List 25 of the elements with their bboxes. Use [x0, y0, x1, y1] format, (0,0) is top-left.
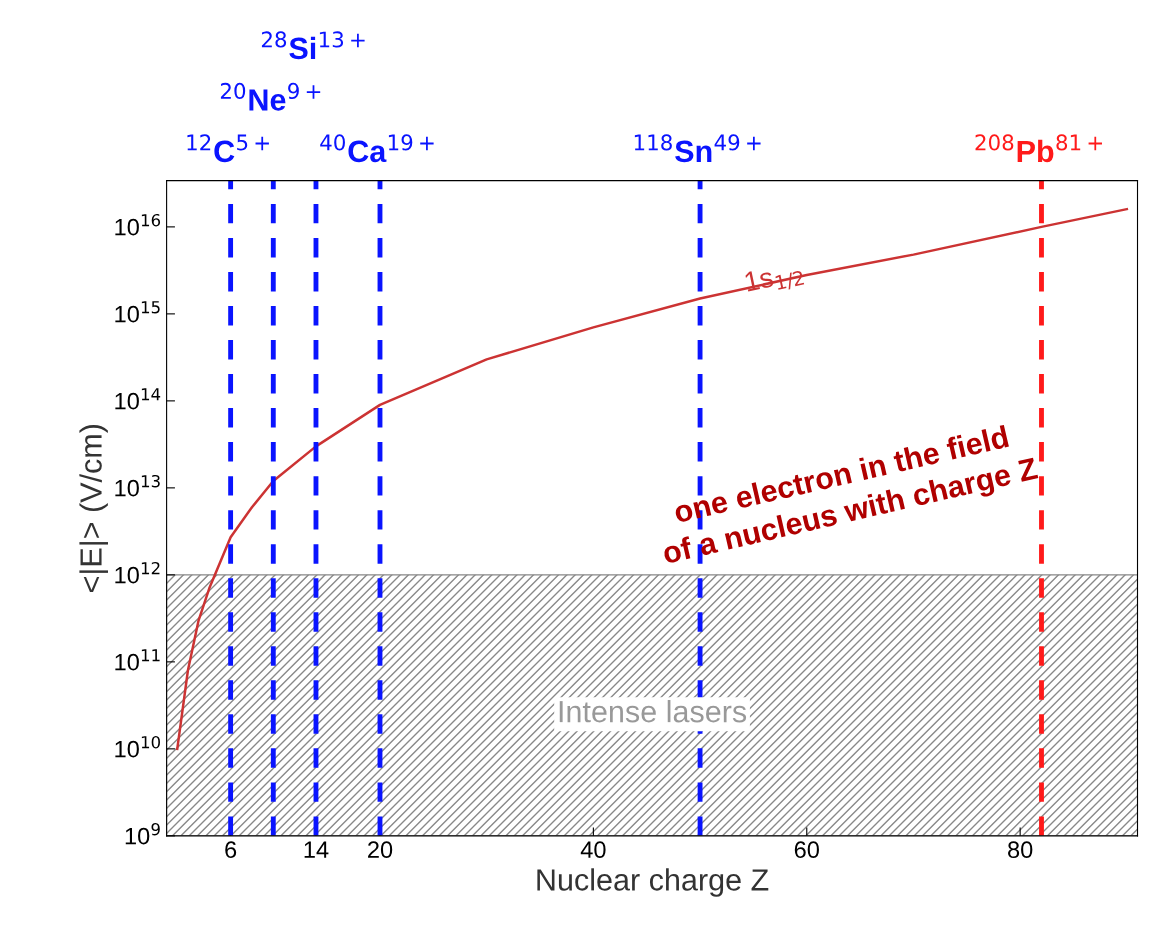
y-tick-label: 10$^{14}$: [115, 388, 161, 410]
y-axis-title: <|E|> (V/cm): [79, 424, 109, 592]
y-tick-label: 10$^{16}$: [115, 213, 161, 236]
y-tick-label: 10$^{15}$: [115, 301, 160, 323]
y-tick-label: 10$^{13}$: [115, 474, 160, 497]
ref-line-label: $^{28}$Si$^{13+}$: [261, 31, 365, 60]
y-tick-label: 10$^{12}$: [115, 561, 160, 584]
ref-line-label: $^{208}$Pb$^{81+}$: [975, 134, 1102, 163]
y-tick-label: 10$^{9}$: [125, 822, 160, 845]
ref-line-label: $^{12}$C$^{5+}$: [187, 134, 269, 163]
ref-line-label: $^{20}$Ne$^{9+}$: [220, 82, 321, 111]
line-series: [176, 207, 1129, 751]
y-tick-label: 10$^{10}$: [115, 735, 160, 758]
x-tick-label: 6: [225, 841, 237, 859]
x-axis-title: Nuclear charge Z: [537, 868, 769, 897]
x-tick-label: 40: [580, 841, 606, 859]
y-tick-label: 10$^{11}$: [115, 649, 160, 671]
x-tick-label: 60: [794, 841, 819, 859]
x-tick-label: 14: [304, 841, 329, 858]
x-tick-label: 80: [1008, 841, 1033, 859]
ref-line-label: $^{118}$Sn$^{49+}$: [634, 134, 761, 163]
band-label: Intense lasers: [559, 699, 747, 723]
x-tick-label: 20: [368, 841, 393, 859]
annotation: one electron in the field of a nucleus with charge Z: [661, 424, 1040, 571]
ref-line-label: $^{40}$Ca$^{19+}$: [320, 134, 434, 163]
